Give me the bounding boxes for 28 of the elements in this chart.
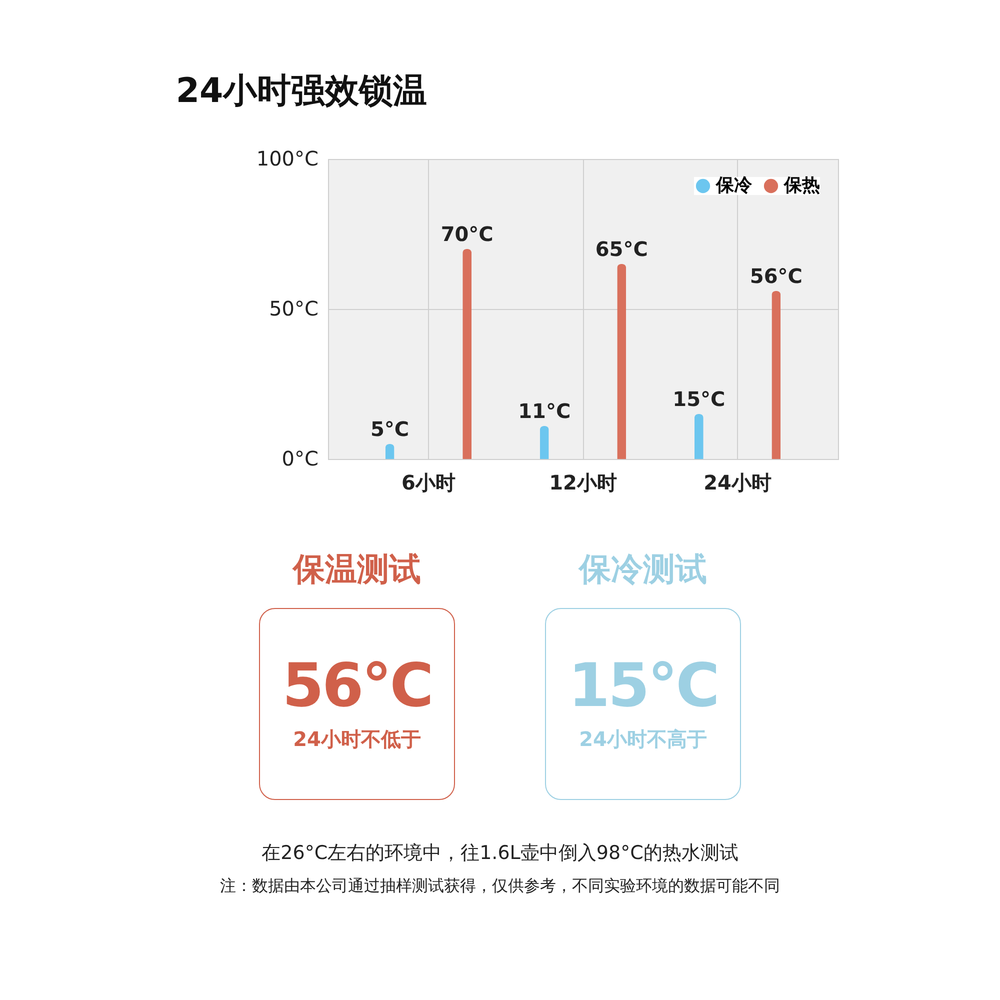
data-label: 56°C xyxy=(750,264,802,288)
data-label: 11°C xyxy=(518,399,571,423)
y-tick-label: 100°C xyxy=(256,146,318,170)
text: 在26°C左右的环境中，往1.6L壶中倒入98°C的热水测试 xyxy=(260,841,740,866)
legend-label: 保热 xyxy=(783,175,820,196)
text: 15°C xyxy=(567,650,719,720)
x-tick-label: 6小时 xyxy=(401,470,456,494)
text: 24小时不高于 xyxy=(578,726,708,752)
x-tick-label: 12小时 xyxy=(549,470,617,494)
data-label: 5°C xyxy=(370,417,410,441)
y-tick-label: 50°C xyxy=(269,296,318,320)
bar xyxy=(772,291,781,459)
bar xyxy=(617,264,626,459)
data-label: 70°C xyxy=(440,222,494,246)
bar xyxy=(462,249,472,459)
y-tick-label: 0°C xyxy=(282,446,318,470)
x-tick-label: 24小时 xyxy=(704,470,772,494)
text: 保温测试 xyxy=(291,549,422,590)
legend-label: 保冷 xyxy=(715,175,753,196)
text: 56°C xyxy=(281,650,433,720)
data-label: 65°C xyxy=(595,237,648,261)
chart-title: 24小时强效锁温 xyxy=(176,71,428,111)
data-label: 15°C xyxy=(672,387,726,411)
bar xyxy=(694,414,704,459)
text: 24小时不低于 xyxy=(292,726,422,752)
text: 保冷测试 xyxy=(577,549,708,590)
text: 注：数据由本公司通过抽样测试获得，仅供参考，不同实验环境的数据可能不同 xyxy=(219,876,781,897)
bar xyxy=(540,426,549,459)
